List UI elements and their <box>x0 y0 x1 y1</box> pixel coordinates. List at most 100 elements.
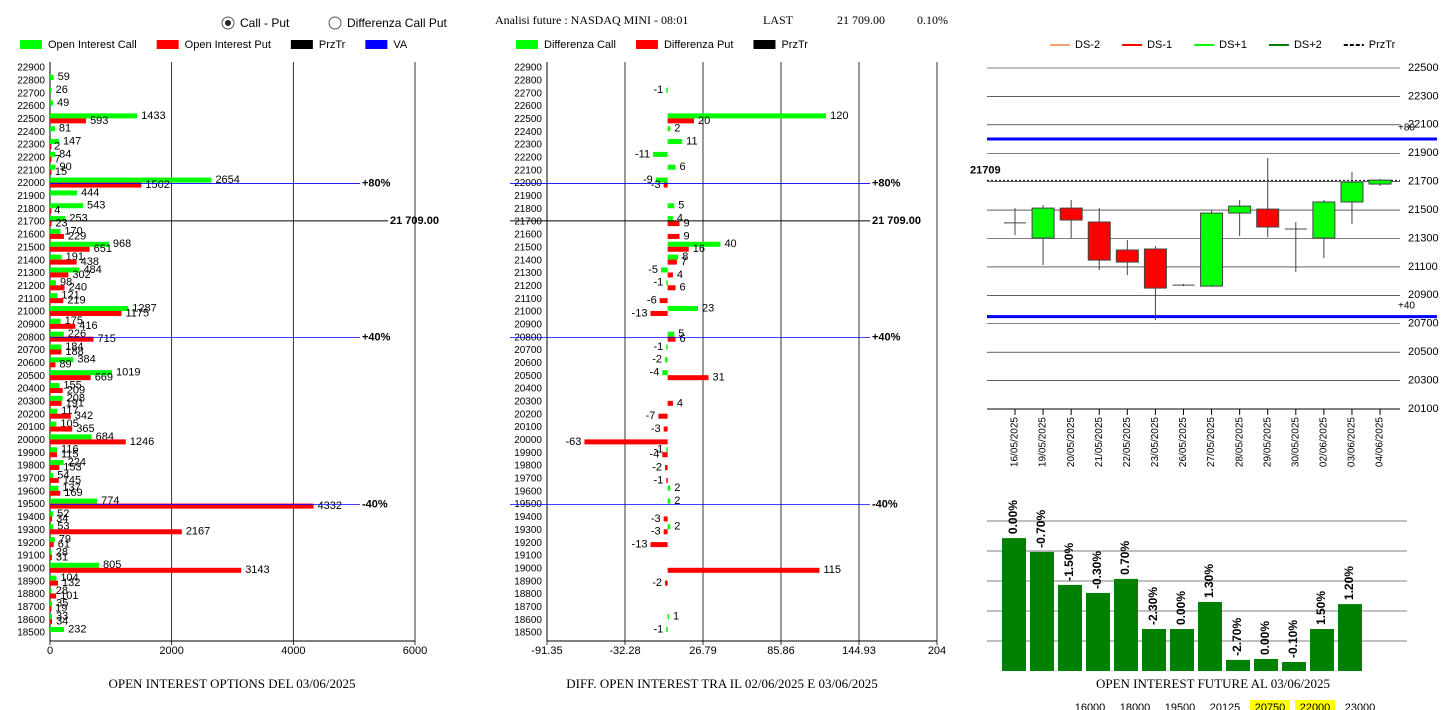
value-label: 715 <box>97 333 115 345</box>
y-tick-label: 21800 <box>17 204 45 215</box>
bar <box>50 208 52 214</box>
value-label: -7 <box>646 410 656 422</box>
y-tick-label: 19300 <box>514 525 542 536</box>
bar <box>667 216 673 222</box>
y-tick-label: 21200 <box>514 281 542 292</box>
radio-label[interactable]: Call - Put <box>240 16 290 30</box>
value-label: 6 <box>680 161 686 173</box>
legend-label: DS-2 <box>1075 39 1100 51</box>
y-tick-label: 21000 <box>17 307 45 318</box>
y-tick-label: 21100 <box>1408 261 1438 273</box>
value-label: 384 <box>77 354 95 366</box>
chart-title: OPEN INTEREST FUTURE AL 03/06/2025 <box>1096 676 1330 691</box>
bar <box>50 293 58 299</box>
value-label: 170 <box>64 225 82 237</box>
legend-label: Open Interest Call <box>48 39 137 51</box>
value-label: 6 <box>680 333 686 345</box>
y-tick-label: 20800 <box>17 332 45 343</box>
value-label: 1.30% <box>1202 564 1216 598</box>
level-label: +40% <box>362 332 391 344</box>
value-label: 184 <box>65 341 83 353</box>
x-tick-label: 19/05/2025 <box>1038 417 1049 467</box>
bar <box>50 588 52 594</box>
bar <box>1030 551 1054 671</box>
y-tick-label: 19700 <box>514 474 542 485</box>
y-tick-label: 20200 <box>514 409 542 420</box>
bar <box>667 164 676 170</box>
value-label: 11 <box>686 135 697 147</box>
bar <box>667 614 670 620</box>
y-tick-label: 20400 <box>17 384 45 395</box>
highlight <box>1250 700 1290 710</box>
bar <box>50 434 92 440</box>
value-label: -2 <box>652 461 662 473</box>
y-tick-label: 22800 <box>514 75 542 86</box>
value-label: 1433 <box>141 110 165 122</box>
bar <box>50 305 129 311</box>
future-grid <box>987 520 1407 642</box>
y-tick-label: 20000 <box>17 435 45 446</box>
x-tick-label: 204 <box>928 645 946 657</box>
strike-label: 22000 <box>1300 702 1331 710</box>
value-label: 0.00% <box>1006 500 1020 534</box>
bar <box>667 203 675 209</box>
bar <box>667 118 695 124</box>
y-tick-label: 19100 <box>514 551 542 562</box>
value-label: -1 <box>654 277 664 289</box>
x-tick-label: 22/05/2025 <box>1122 417 1133 467</box>
bar <box>50 524 54 530</box>
value-label: 115 <box>61 449 79 461</box>
y-tick-label: 20100 <box>514 422 542 433</box>
x-tick-label: 26/05/2025 <box>1178 417 1189 467</box>
y-tick-label: 21700 <box>514 217 542 228</box>
value-label: 28 <box>56 585 68 597</box>
bar <box>666 627 668 632</box>
y-tick-label: 19800 <box>17 461 45 472</box>
radio-call-put[interactable]: Call - Put <box>221 16 290 30</box>
value-label: -1 <box>654 444 664 456</box>
radio-diff[interactable]: Differenza Call Put <box>328 16 447 30</box>
value-label: -4 <box>650 449 660 461</box>
legend-label: VA <box>393 39 408 51</box>
y-tick-label: 18600 <box>17 615 45 626</box>
value-label: 34 <box>56 616 68 628</box>
x-tick-label: 20/05/2025 <box>1066 417 1077 467</box>
value-label: 2 <box>674 482 680 494</box>
y-tick-label: 18500 <box>17 628 45 639</box>
value-label: 232 <box>68 623 86 635</box>
bar <box>50 203 84 209</box>
value-label: -9 <box>643 174 653 186</box>
legend-label: Open Interest Put <box>185 39 271 51</box>
y-tick-label: 19600 <box>514 486 542 497</box>
chart-title: OPEN INTEREST OPTIONS DEL 03/06/2025 <box>109 676 356 691</box>
value-label: -63 <box>566 436 582 448</box>
legend-label: PrzTr <box>781 39 808 51</box>
y-tick-label: 19900 <box>514 448 542 459</box>
radio-label[interactable]: Differenza Call Put <box>347 16 447 30</box>
bar <box>50 228 61 234</box>
x-tick-label: 04/06/2025 <box>1375 417 1386 467</box>
y-tick-label: 21800 <box>514 204 542 215</box>
bar <box>667 246 689 252</box>
radio[interactable] <box>328 16 342 30</box>
y-tick-label: 19000 <box>514 563 542 574</box>
bar <box>667 567 820 573</box>
y-tick-label: 20500 <box>17 371 45 382</box>
value-label: 116 <box>61 444 79 456</box>
bar <box>50 151 56 157</box>
y-tick-label: 19400 <box>17 512 45 523</box>
value-label: 34 <box>56 513 68 525</box>
value-label: 16 <box>693 243 705 255</box>
y-tick-label: 22700 <box>17 88 45 99</box>
value-label: -3 <box>651 526 661 538</box>
value-label: 3143 <box>245 564 269 576</box>
bar <box>50 619 53 625</box>
candle-body <box>1143 248 1167 289</box>
bar <box>1338 604 1362 671</box>
bar <box>50 87 52 93</box>
bar <box>50 190 78 196</box>
bar <box>667 254 679 260</box>
value-label: 9 <box>684 217 690 229</box>
value-label: 2167 <box>186 526 210 538</box>
x-tick-label: 16/05/2025 <box>1010 417 1021 467</box>
